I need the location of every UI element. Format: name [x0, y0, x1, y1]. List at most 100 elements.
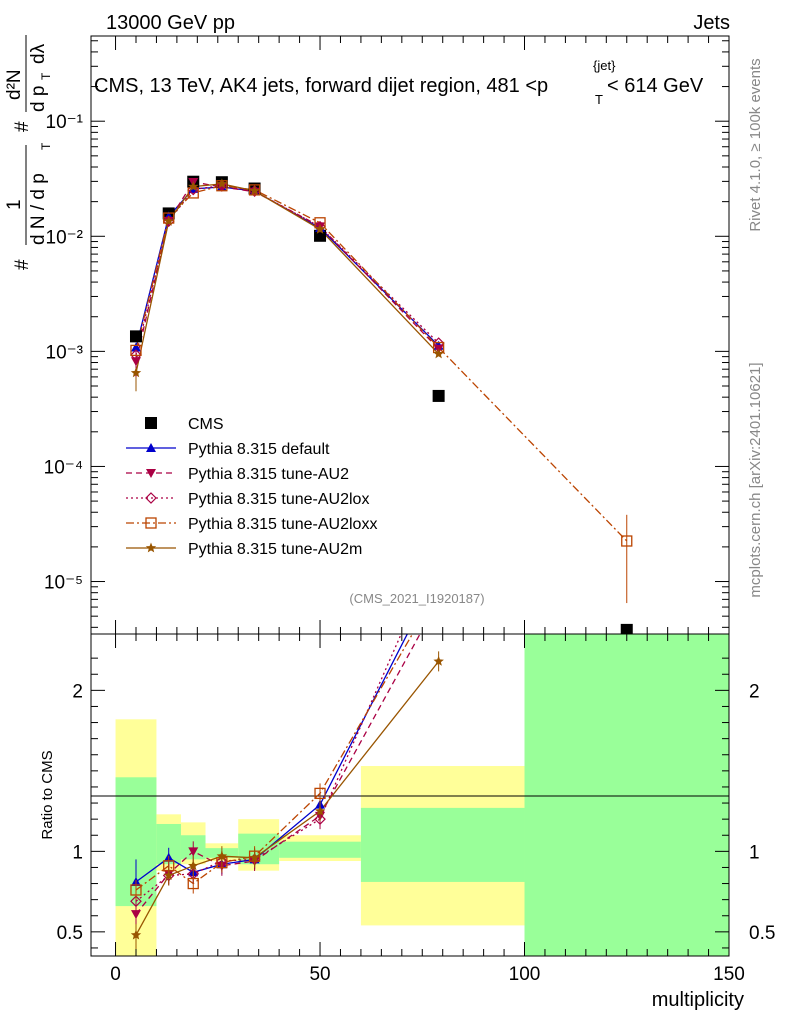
- legend-marker-au2m: [145, 542, 157, 553]
- rivet-version-label: Rivet 4.1.0, ≥ 100k events: [747, 58, 764, 231]
- main-point-au2lox: [314, 220, 326, 233]
- ratio-point-au2lox: [130, 895, 142, 908]
- legend-label-au2lox: Pythia 8.315 tune-AU2lox: [188, 491, 369, 508]
- ylabel-dN: d N / d p: [28, 173, 49, 245]
- title-sup: {jet}: [593, 58, 616, 73]
- x-tick-label: 0: [110, 964, 121, 985]
- ratio-ytick-label-right: 2: [749, 681, 760, 702]
- main-point-au2loxx: [621, 535, 633, 547]
- ratio-point-au2m: [249, 852, 260, 863]
- ratio-ytick-label-right: 0.5: [749, 923, 775, 944]
- main-point-au2lox: [432, 337, 445, 349]
- main-series-markers: [129, 175, 633, 636]
- x-tick-label: 50: [309, 964, 330, 985]
- ratio-point-au2m: [163, 870, 174, 880]
- legend-label-au2: Pythia 8.315 tune-AU2: [188, 466, 349, 483]
- main-point-au2m: [188, 181, 199, 192]
- x-axis-label: multiplicity: [652, 989, 744, 1011]
- main-point-au2loxx: [130, 344, 142, 357]
- ratio-point-au2m: [130, 929, 142, 940]
- ylabel-dpT: d p: [28, 86, 49, 112]
- ratio-ytick-label-left: 0.5: [57, 923, 83, 944]
- main-ytick-label: 10⁻⁴: [44, 457, 83, 478]
- main-line-au2loxx: [135, 185, 628, 542]
- ratio-point-au2lox: [314, 813, 326, 825]
- ratio-y-label: Ratio to CMS: [39, 750, 56, 839]
- ylabel-T2: T: [39, 72, 53, 80]
- main-frame: [90, 35, 730, 635]
- ratio-y-ticks: 0.5 0.5 1 1 2 2: [57, 657, 775, 949]
- analysis-watermark: (CMS_2021_I1920187): [349, 591, 484, 606]
- main-line-default: [135, 186, 440, 348]
- ratio-ytick-label-left: 2: [72, 681, 83, 702]
- x-tick-label: 150: [713, 964, 745, 985]
- main-x-ticks: [115, 36, 730, 634]
- chart-title: CMS, 13 TeV, AK4 jets, forward dijet reg…: [94, 58, 704, 107]
- legend-marker-au2loxx: [145, 517, 157, 529]
- legend-label-au2m: Pythia 8.315 tune-AU2m: [188, 541, 362, 558]
- legend-label-default: Pythia 8.315 default: [188, 441, 330, 458]
- main-ytick-label: 10⁻³: [46, 342, 84, 363]
- main-series-lines: [135, 181, 628, 604]
- header-right: Jets: [693, 12, 730, 34]
- ratio-band-stat: [524, 634, 729, 956]
- main-ytick-label: 10⁻¹: [46, 112, 84, 133]
- ylabel-hash: #: [12, 259, 33, 270]
- main-line-au2lox: [135, 184, 440, 356]
- main-point-cms: [129, 330, 142, 343]
- ratio-point-au2m: [188, 860, 199, 871]
- main-point-au2loxx: [248, 184, 261, 196]
- legend-marker-default: [146, 443, 156, 452]
- main-point-au2: [216, 183, 227, 193]
- legend-label-au2loxx: Pythia 8.315 tune-AU2loxx: [188, 516, 377, 533]
- ratio-series-markers: [130, 651, 444, 946]
- main-point-au2m: [163, 215, 174, 226]
- ratio-band-stat: [279, 841, 361, 858]
- main-point-au2m: [216, 178, 228, 189]
- main-point-au2: [130, 357, 141, 367]
- main-panel: 10⁻⁵ 10⁻⁴ 10⁻³ 10⁻² 10⁻¹: [44, 35, 730, 636]
- mcplots-label: mcplots.cern.ch [arXiv:2401.10621]: [747, 362, 764, 597]
- main-y-label: # 1 d N / d p T # d²N d p T dλ: [4, 35, 53, 270]
- legend-marker-au2lox: [145, 492, 157, 504]
- ylabel-hash2: #: [12, 121, 33, 132]
- ratio-point-au2m: [216, 850, 228, 861]
- main-point-default: [130, 342, 141, 352]
- ratio-point-au2: [188, 847, 199, 857]
- ratio-point-au2m: [433, 655, 444, 666]
- main-point-au2m: [249, 185, 260, 196]
- ratio-point-au2loxx: [130, 884, 142, 896]
- legend: CMS Pythia 8.315 default Pythia 8.315 tu…: [126, 416, 377, 558]
- title-tail: < 614 GeV: [607, 75, 704, 97]
- ratio-frame: [90, 633, 730, 957]
- main-point-au2m: [130, 367, 142, 378]
- ratio-point-au2loxx: [187, 877, 199, 890]
- ratio-band-stat: [360, 807, 525, 882]
- ylabel-dl: dλ: [28, 43, 49, 64]
- ratio-point-au2: [130, 910, 141, 920]
- main-ytick-label: 10⁻⁵: [44, 573, 83, 594]
- main-ytick-label: 10⁻²: [46, 227, 84, 248]
- main-point-au2m: [433, 348, 444, 359]
- legend-samples: [126, 417, 176, 553]
- title-main: CMS, 13 TeV, AK4 jets, forward dijet reg…: [94, 75, 548, 97]
- ratio-x-ticks: 0 50 100 150: [110, 634, 745, 985]
- ratio-line-au2loxx: [135, 634, 414, 891]
- ylabel-one: 1: [4, 199, 25, 210]
- main-point-cms: [432, 389, 445, 402]
- main-point-au2m: [314, 223, 326, 234]
- ratio-point-au2loxx: [314, 787, 326, 800]
- legend-marker-cms: [145, 417, 157, 429]
- ylabel-T: T: [39, 142, 53, 150]
- main-y-ticks: 10⁻⁵ 10⁻⁴ 10⁻³ 10⁻² 10⁻¹: [44, 40, 729, 628]
- title-sub: T: [595, 92, 603, 107]
- main-point-au2lox: [130, 349, 142, 361]
- legend-label-cms: CMS: [188, 416, 224, 433]
- x-tick-label: 100: [509, 964, 541, 985]
- ratio-panel: 0.5 0.5 1 1 2 2 0 50 100 150: [57, 633, 775, 985]
- ratio-ytick-label-right: 1: [749, 842, 760, 863]
- header-left: 13000 GeV pp: [106, 12, 235, 34]
- ratio-ytick-label-left: 1: [72, 842, 83, 863]
- legend-marker-au2: [146, 469, 156, 478]
